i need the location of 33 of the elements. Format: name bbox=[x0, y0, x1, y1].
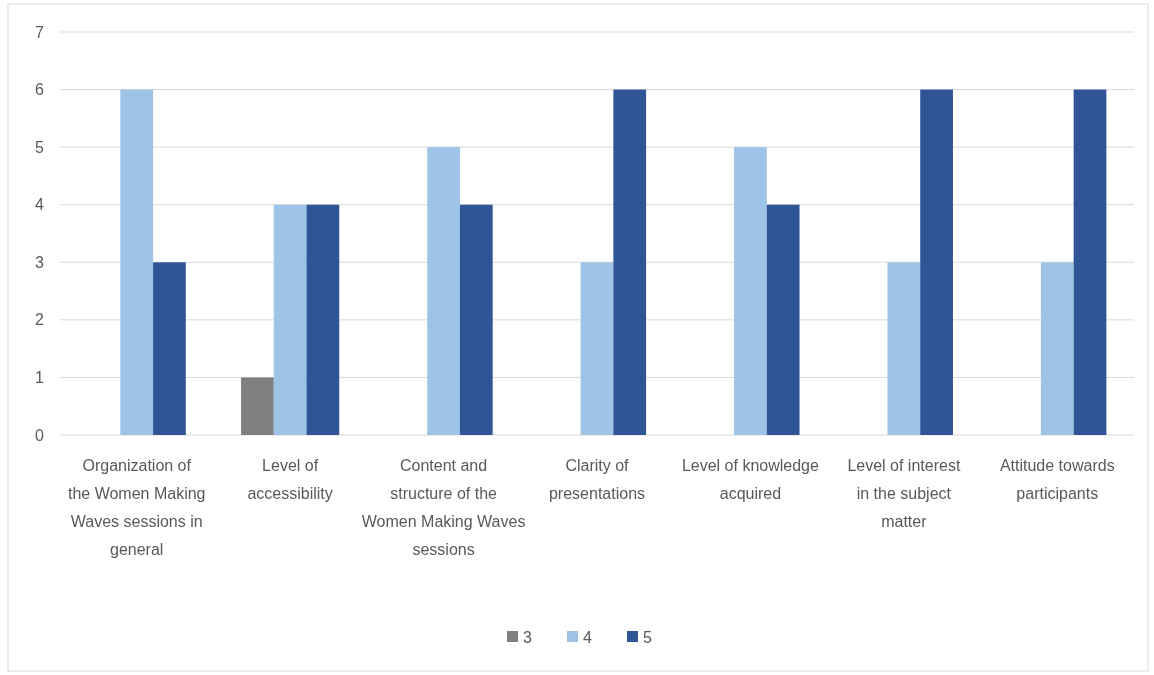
y-tick-label: 0 bbox=[35, 426, 45, 444]
x-tick-label: Level of accessibility bbox=[247, 457, 333, 502]
bar bbox=[1073, 89, 1107, 435]
x-tick-label: Attitude towards participants bbox=[999, 457, 1115, 502]
legend-label: 5 bbox=[643, 628, 652, 646]
y-tick-label: 5 bbox=[35, 138, 45, 156]
legend-label: 4 bbox=[583, 628, 592, 646]
bar bbox=[766, 204, 800, 435]
y-tick-label: 3 bbox=[35, 253, 45, 271]
bar bbox=[459, 204, 493, 435]
bar bbox=[920, 89, 953, 435]
x-tick-label: Clarity of presentations bbox=[548, 457, 646, 502]
y-tick-label: 6 bbox=[35, 81, 45, 99]
bar bbox=[273, 204, 307, 435]
bar bbox=[241, 377, 274, 435]
y-tick-label: 2 bbox=[35, 311, 45, 329]
bar bbox=[153, 262, 186, 435]
bar bbox=[1040, 262, 1074, 435]
x-tick-label: Level of interest in the subject matter bbox=[847, 457, 961, 530]
bar bbox=[734, 147, 767, 435]
x-tick-label: Content and structure of the Women Making Waves sessions bbox=[361, 457, 526, 558]
x-tick-label: Level of knowledge acquired bbox=[681, 457, 820, 502]
y-tick-label: 1 bbox=[35, 369, 45, 387]
bar bbox=[120, 89, 154, 435]
bar bbox=[887, 262, 921, 435]
bar bbox=[306, 204, 340, 435]
bar bbox=[613, 89, 647, 435]
bar bbox=[427, 147, 460, 435]
bar bbox=[580, 262, 614, 435]
y-tick-label: 7 bbox=[35, 23, 45, 41]
x-tick-label: Organization of the Women Making Waves sessions in general bbox=[67, 457, 206, 558]
legend-label: 3 bbox=[523, 628, 532, 646]
y-tick-label: 4 bbox=[35, 196, 45, 214]
